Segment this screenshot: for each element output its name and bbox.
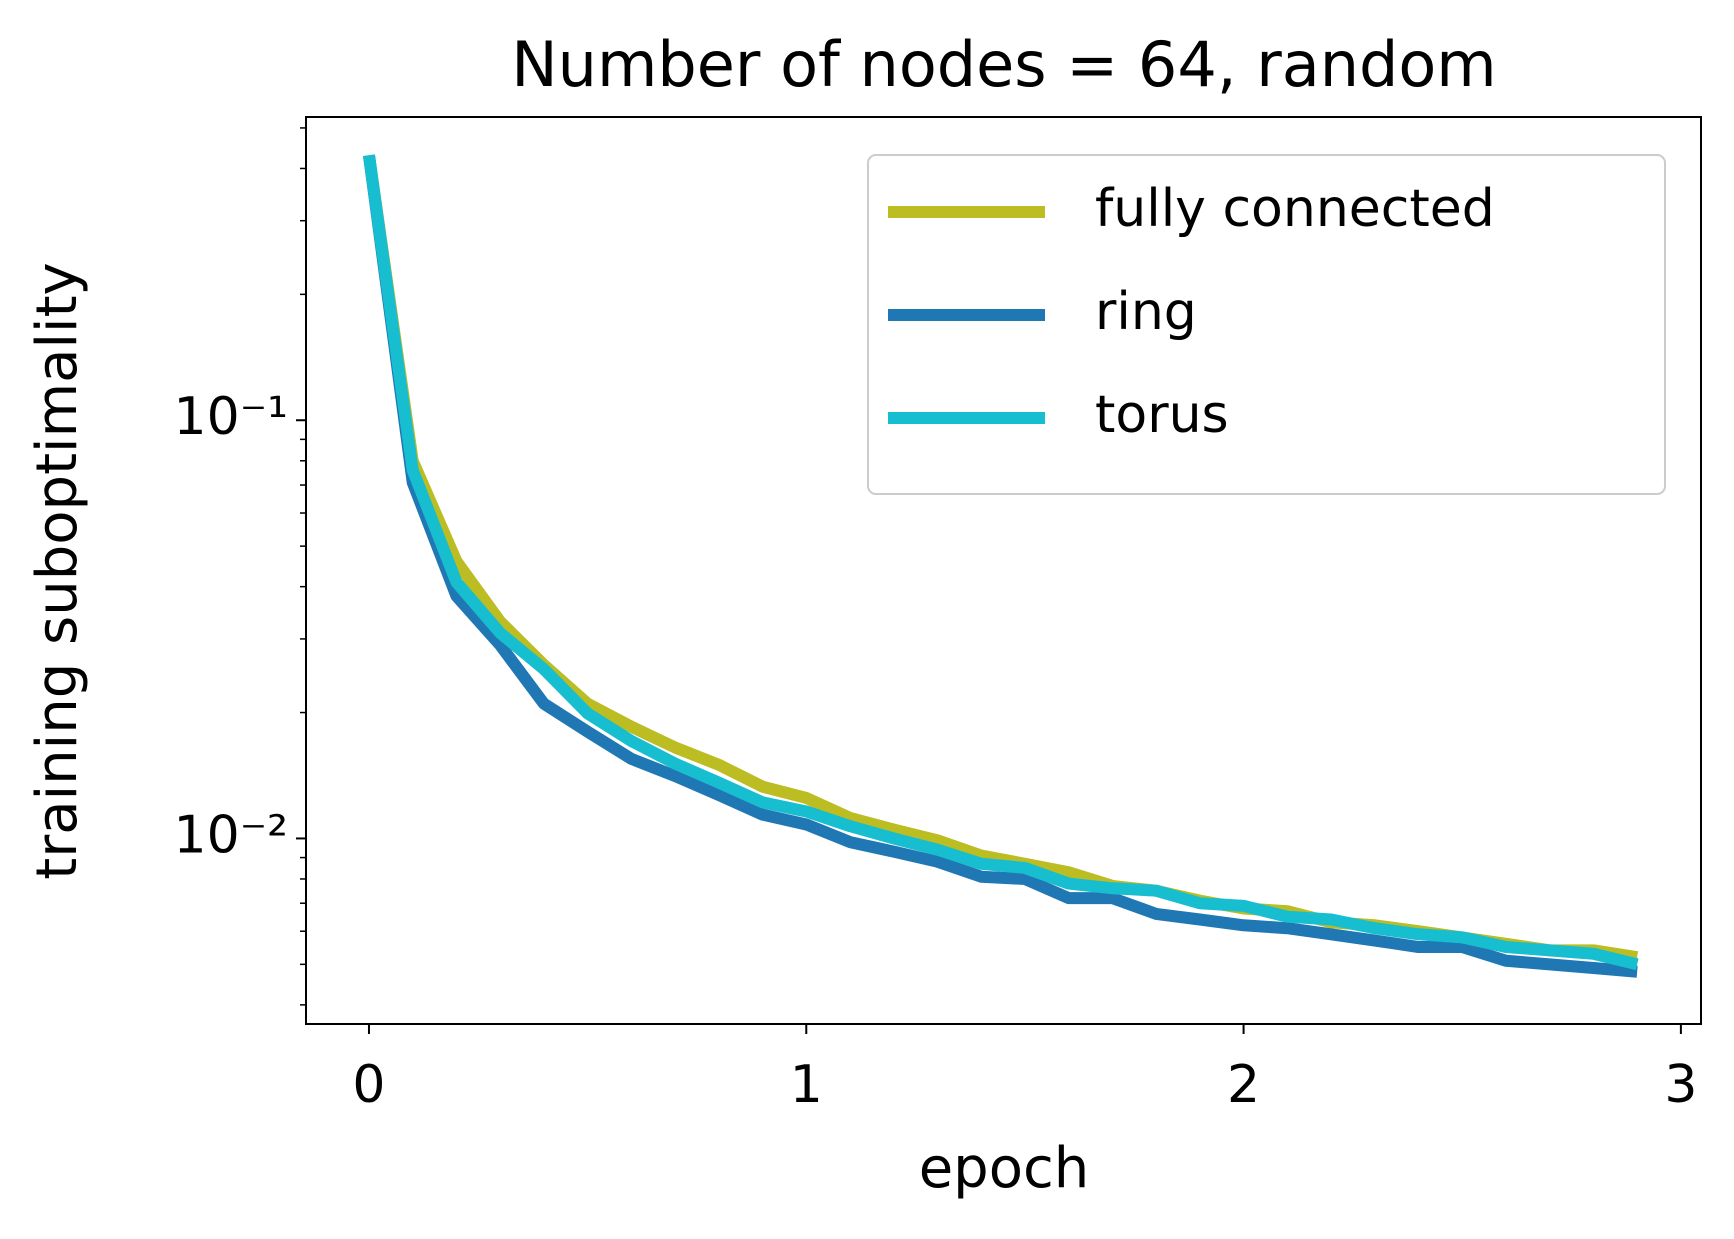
- y-tick-label: 10⁻¹: [174, 387, 288, 447]
- x-tick-label: 2: [1227, 1055, 1260, 1115]
- line: [363, 154, 1639, 971]
- legend-label: fully connected: [1095, 179, 1495, 239]
- x-axis-label: epoch: [919, 1136, 1090, 1201]
- legend-label: ring: [1095, 282, 1197, 342]
- y-axis-label: training suboptimality: [25, 262, 90, 879]
- y-tick-label: 10⁻²: [174, 805, 288, 865]
- legend-label: torus: [1095, 385, 1229, 445]
- legend-box: [867, 154, 1666, 495]
- x-tick-label: 0: [352, 1055, 385, 1115]
- plot-frame: [305, 116, 1702, 1025]
- x-tick-label: 1: [790, 1055, 823, 1115]
- x-tick-label: 3: [1664, 1055, 1697, 1115]
- line: [363, 154, 1638, 978]
- chart-title: Number of nodes = 64, random: [511, 28, 1496, 101]
